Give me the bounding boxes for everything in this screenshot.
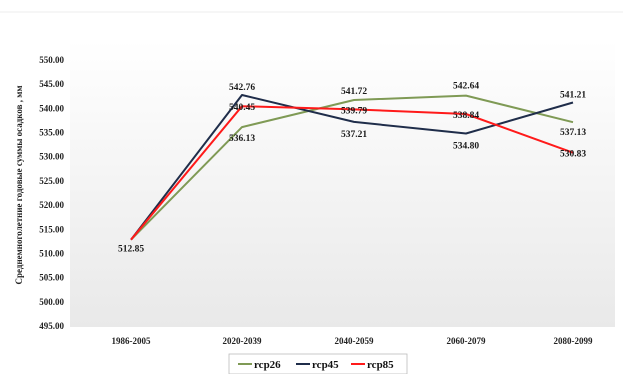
data-label-rcp85: 530.83 xyxy=(560,150,586,160)
y-tick-label: 550.00 xyxy=(39,55,64,65)
legend-label-rcp85: rcp85 xyxy=(367,359,394,371)
x-tick-label: 2040-2059 xyxy=(335,336,374,346)
y-tick-label: 545.00 xyxy=(39,79,64,89)
data-labels: 512.85 536.13 541.72 542.64 537.13 542.76 537.… xyxy=(118,82,586,255)
x-tick-label: 2080-2099 xyxy=(554,336,593,346)
data-label-rcp85: 538.84 xyxy=(453,111,479,121)
x-axis-ticks: 1986-2005 2020-2039 2040-2059 2060-2079 2080… xyxy=(112,336,593,346)
series-line-rcp26 xyxy=(130,94,574,241)
data-label-rcp45: 534.80 xyxy=(453,142,479,152)
series-line-rcp85 xyxy=(130,105,574,241)
y-tick-label: 540.00 xyxy=(39,103,64,113)
legend: rcp26 rcp45 rcp85 xyxy=(228,353,408,375)
y-tick-label: 525.00 xyxy=(39,176,64,186)
y-axis-ticks: 495.00 500.00 505.00 510.00 515.00 520.00 525.… xyxy=(39,55,64,331)
y-tick-label: 530.00 xyxy=(39,152,64,162)
series-line-rcp45 xyxy=(130,94,574,241)
data-label-rcp26: 542.64 xyxy=(453,82,479,92)
y-tick-label: 535.00 xyxy=(39,128,64,138)
data-label-rcp45: 537.21 xyxy=(341,130,367,140)
y-tick-label: 505.00 xyxy=(39,273,64,283)
y-tick-label: 495.00 xyxy=(39,321,64,331)
y-tick-label: 520.00 xyxy=(39,200,64,210)
data-label-rcp26: 512.85 xyxy=(118,245,144,255)
legend-label-rcp26: rcp26 xyxy=(254,359,281,371)
data-label-rcp85: 540.45 xyxy=(229,103,255,113)
legend-label-rcp45: rcp45 xyxy=(312,359,339,371)
y-tick-label: 500.00 xyxy=(39,297,64,307)
data-label-rcp85: 539.79 xyxy=(341,106,367,116)
data-label-rcp26: 536.13 xyxy=(229,134,255,144)
data-label-rcp45: 541.21 xyxy=(560,91,586,101)
x-tick-label: 2020-2039 xyxy=(223,336,262,346)
x-tick-label: 1986-2005 xyxy=(112,336,151,346)
data-label-rcp26: 537.13 xyxy=(560,128,586,138)
x-tick-label: 2060-2079 xyxy=(447,336,486,346)
data-label-rcp45: 542.76 xyxy=(229,83,255,93)
y-tick-label: 515.00 xyxy=(39,224,64,234)
series-lines xyxy=(130,94,574,241)
y-tick-label: 510.00 xyxy=(39,248,64,258)
plot-area xyxy=(70,40,615,327)
y-axis-label: Среднемноголетние годовые суммы осадков … xyxy=(14,86,24,285)
data-label-rcp26: 541.72 xyxy=(341,87,367,97)
